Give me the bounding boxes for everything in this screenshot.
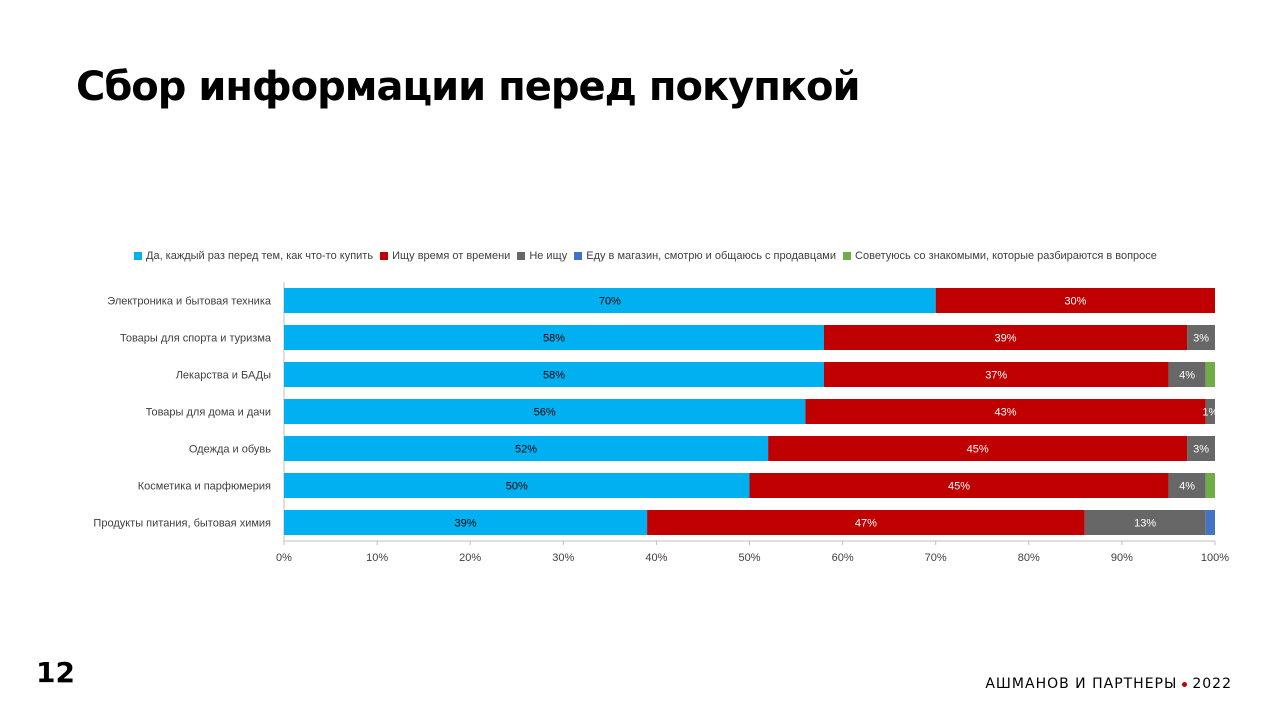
legend-label: Ищу время от времени <box>392 250 511 262</box>
x-tick-label: 40% <box>645 552 667 564</box>
data-label: 58% <box>543 370 565 382</box>
x-tick-label: 100% <box>1201 552 1229 564</box>
bar-segment <box>284 510 648 535</box>
data-label: 3% <box>1193 333 1209 345</box>
bar-segment <box>823 325 1188 350</box>
data-label: 4% <box>1179 481 1195 493</box>
bar-segment <box>1168 473 1206 498</box>
bar-segment <box>749 473 1169 498</box>
data-label: 50% <box>506 481 528 493</box>
bar-segment <box>284 399 806 424</box>
legend-swatch <box>380 252 389 260</box>
data-label: 47% <box>855 518 877 530</box>
brand-dot-icon <box>1182 681 1188 687</box>
legend-swatch <box>134 252 142 260</box>
bar-segment <box>284 288 936 313</box>
data-label: 39% <box>455 518 477 530</box>
brand-footer: АШМАНОВ И ПАРТНЕРЫ 2022 <box>985 676 1232 692</box>
category-label: Продукты питания, бытовая химия <box>93 518 271 530</box>
page-title: Сбор информации перед покупкой <box>76 64 860 110</box>
data-label: 3% <box>1193 444 1209 456</box>
bar-segment <box>768 436 1188 461</box>
bar-segment <box>935 288 1215 313</box>
bar-segment <box>1168 362 1206 387</box>
data-label: 30% <box>1064 296 1086 308</box>
legend-label: Не ищу <box>529 250 568 262</box>
category-label: Одежда и обувь <box>189 444 271 456</box>
legend-item: Да, каждый раз перед тем, как что-то куп… <box>134 250 373 262</box>
legend-label: Еду в магазин, смотрю и общаюсь с продав… <box>586 250 837 262</box>
legend-label: Да, каждый раз перед тем, как что-то куп… <box>146 250 374 262</box>
data-label: 37% <box>985 370 1007 382</box>
brand-name: АШМАНОВ И ПАРТНЕРЫ <box>985 676 1178 692</box>
bar-segment <box>1205 510 1215 535</box>
data-label: 56% <box>534 407 556 419</box>
x-tick-label: 80% <box>1018 552 1040 564</box>
category-label: Товары для дома и дачи <box>146 407 271 419</box>
bar-segment <box>1084 510 1206 535</box>
legend-item: Советуюсь со знакомыми, которые разбираю… <box>843 250 1157 262</box>
bar-segment <box>823 362 1169 387</box>
data-label: 1% <box>1202 407 1218 419</box>
x-tick-label: 70% <box>925 552 947 564</box>
x-tick-label: 0% <box>276 552 292 564</box>
bar-segment <box>1187 436 1215 461</box>
bar-segment <box>1205 473 1215 498</box>
legend-swatch <box>843 252 852 260</box>
x-tick-label: 10% <box>366 552 388 564</box>
data-label: 43% <box>995 407 1017 419</box>
bar-segment <box>1205 362 1215 387</box>
brand-year: 2022 <box>1192 676 1232 692</box>
x-tick-label: 30% <box>552 552 574 564</box>
legend-swatch <box>574 252 583 260</box>
data-label: 58% <box>543 333 565 345</box>
legend-item: Ищу время от времени <box>380 250 510 262</box>
bar-segment <box>647 510 1085 535</box>
data-label: 39% <box>995 333 1017 345</box>
legend-label: Советуюсь со знакомыми, которые разбираю… <box>855 250 1157 262</box>
data-label: 4% <box>1179 370 1195 382</box>
data-label: 13% <box>1134 518 1156 530</box>
data-label: 52% <box>515 444 537 456</box>
data-label: 45% <box>967 444 989 456</box>
category-label: Товары для спорта и туризма <box>120 333 272 345</box>
bar-segment <box>1205 399 1215 424</box>
legend-item: Не ищу <box>517 250 567 262</box>
x-tick-label: 90% <box>1111 552 1133 564</box>
bar-segment <box>284 436 769 461</box>
page-number: 12 <box>36 656 75 689</box>
bar-segment <box>284 325 824 350</box>
category-label: Лекарства и БАДы <box>176 370 271 382</box>
bar-segment <box>1187 325 1215 350</box>
x-tick-label: 60% <box>832 552 854 564</box>
category-label: Электроника и бытовая техника <box>107 296 272 308</box>
bar-segment <box>284 362 824 387</box>
x-tick-label: 50% <box>738 552 760 564</box>
legend-item: Еду в магазин, смотрю и общаюсь с продав… <box>574 250 836 262</box>
x-tick-label: 20% <box>459 552 481 564</box>
bar-segment <box>805 399 1206 424</box>
data-label: 45% <box>948 481 970 493</box>
data-label: 70% <box>599 296 621 308</box>
category-label: Косметика и парфюмерия <box>138 481 271 493</box>
legend-swatch <box>517 252 526 260</box>
bar-segment <box>284 473 750 498</box>
chart-legend: Да, каждый раз перед тем, как что-то куп… <box>134 248 1164 264</box>
